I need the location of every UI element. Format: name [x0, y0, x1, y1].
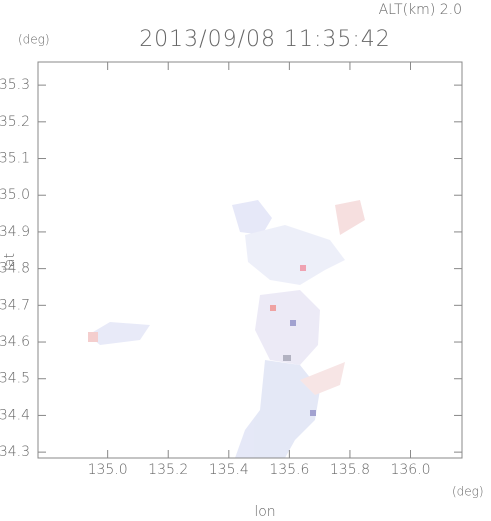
- y-tick-label: 34.3: [0, 444, 30, 460]
- y-tick-label: 35.2: [0, 114, 30, 130]
- y-tick-label: 34.7: [0, 297, 30, 313]
- y-unit: (deg): [18, 33, 50, 47]
- y-tick-label: 34.4: [0, 407, 30, 423]
- y-axis-label: lat: [2, 253, 18, 271]
- x-tick-label: 135.8: [330, 462, 370, 478]
- echo: [300, 265, 306, 271]
- x-tick-label: 135.0: [88, 462, 128, 478]
- echo: [300, 362, 345, 395]
- echo: [290, 320, 296, 326]
- echo: [270, 305, 276, 311]
- y-tick-label: 34.8: [0, 261, 30, 277]
- echo: [235, 360, 320, 458]
- altitude-label: ALT(km) 2.0: [379, 2, 462, 18]
- chart-title: 2013/09/08 11:35:42: [139, 27, 391, 52]
- x-axis-label: lon: [254, 504, 275, 520]
- y-tick-label: 34.6: [0, 334, 30, 350]
- x-tick-label: 135.6: [269, 462, 309, 478]
- echo: [88, 322, 150, 345]
- echo: [283, 355, 291, 361]
- x-tick-label: 136.0: [390, 462, 430, 478]
- y-tick-label: 35.1: [0, 151, 30, 167]
- x-unit: (deg): [452, 485, 484, 499]
- echo: [310, 410, 316, 416]
- echo: [245, 225, 345, 285]
- x-tick-label: 135.2: [148, 462, 188, 478]
- y-tick-label: 35.0: [0, 187, 30, 203]
- y-tick-label: 34.9: [0, 224, 30, 240]
- echo: [88, 332, 98, 342]
- echo-field: [88, 200, 365, 458]
- y-tick-label: 35.3: [0, 77, 30, 93]
- y-tick-label: 34.5: [0, 371, 30, 387]
- echo: [232, 200, 272, 235]
- echo: [255, 290, 320, 365]
- x-tick-label: 135.4: [209, 462, 249, 478]
- plot-frame: [37, 61, 463, 459]
- echo: [335, 200, 365, 235]
